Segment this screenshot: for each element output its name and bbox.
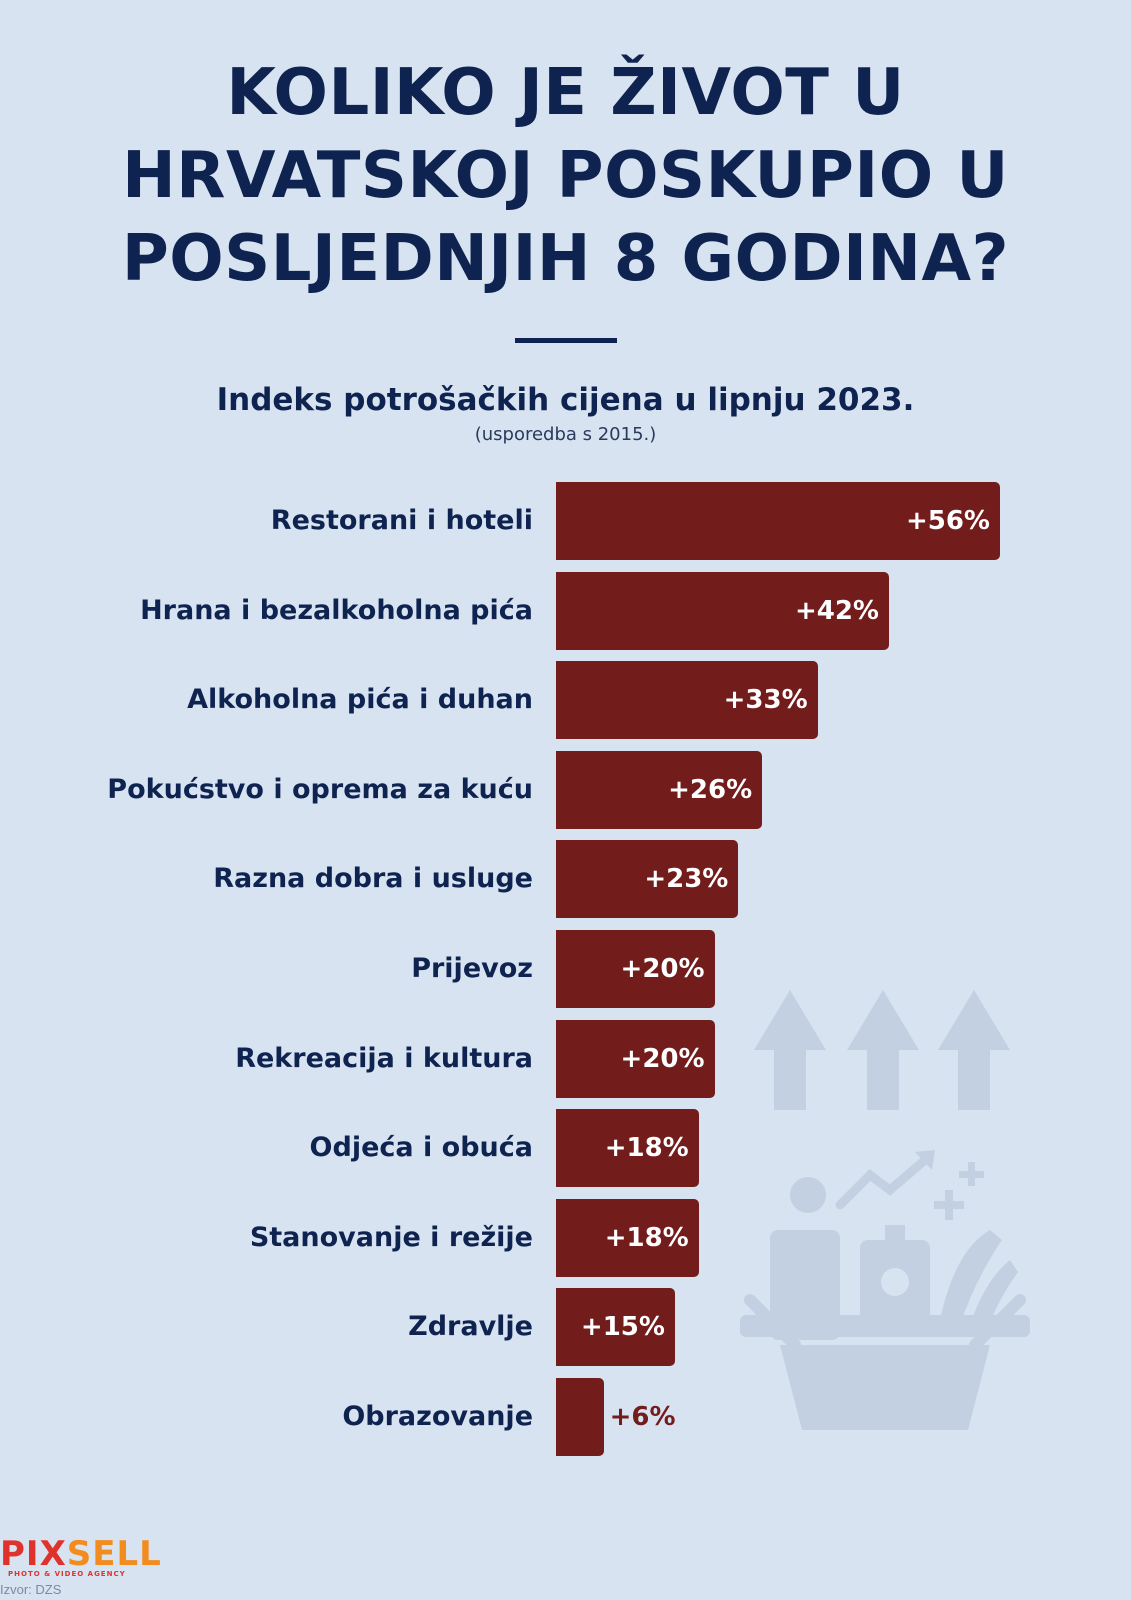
category-label: Prijevoz [411, 953, 533, 984]
value-label: +26% [668, 774, 753, 805]
arrow-up-icon [754, 990, 1010, 1110]
source-note: Izvor: DZS [0, 1582, 62, 1597]
bar [556, 750, 763, 829]
bar [556, 482, 1000, 560]
bar [556, 930, 715, 1008]
chart-note: (usporedba s 2015.) [474, 424, 657, 445]
value-label: +15% [580, 1312, 665, 1343]
bar [556, 1378, 604, 1456]
pixsell-logo: PIXSELL [0, 1535, 162, 1573]
shopping-basket-icon [740, 1150, 1030, 1430]
category-label: Stanovanje i režije [249, 1221, 533, 1253]
category-label: Odjeća i obuća [309, 1132, 533, 1164]
bar [556, 1288, 675, 1367]
value-label: +6% [609, 1402, 676, 1432]
value-label: +18% [604, 1133, 689, 1164]
title-line-1: KOLIKO JE ŽIVOT U [226, 56, 905, 130]
category-label: Alkoholna pića i duhan [187, 684, 533, 716]
category-label: Hrana i bezalkoholna pića [140, 594, 533, 626]
category-label: Restorani i hoteli [270, 505, 533, 536]
category-label: Razna dobra i usluge [213, 863, 533, 895]
category-label: Zdravlje [408, 1311, 533, 1343]
value-label: +20% [620, 954, 705, 984]
category-label: Pokućstvo i oprema za kuću [107, 773, 533, 805]
value-label: +56% [905, 506, 990, 536]
bar [556, 840, 739, 919]
page-title: KOLIKO JE ŽIVOT U HRVATSKOJ POSKUPIO U P… [0, 52, 1131, 301]
title-line-3: POSLJEDNJIH 8 GODINA? [121, 222, 1010, 296]
logo-part-pix: PIX [0, 1534, 67, 1574]
bar [556, 1109, 699, 1188]
chart-subtitle: Indeks potrošačkih cijena u lipnju 2023. [216, 382, 915, 418]
logo-part-sell: SELL [66, 1534, 162, 1574]
bar [556, 571, 889, 650]
value-label: +33% [723, 685, 808, 716]
logo-tagline: PHOTO & VIDEO AGENCY [8, 1570, 126, 1578]
value-label: +18% [604, 1222, 689, 1253]
value-label: +23% [644, 864, 729, 895]
category-label: Rekreacija i kultura [235, 1042, 533, 1074]
decoration-illustration [740, 990, 1030, 1430]
title-line-2: HRVATSKOJ POSKUPIO U [122, 139, 1009, 213]
bar [556, 1198, 699, 1277]
value-label: +42% [794, 595, 879, 626]
category-label: Obrazovanje [342, 1401, 533, 1432]
bar [556, 1019, 715, 1098]
bar [556, 661, 818, 740]
title-divider [515, 338, 617, 343]
value-label: +20% [620, 1043, 705, 1074]
